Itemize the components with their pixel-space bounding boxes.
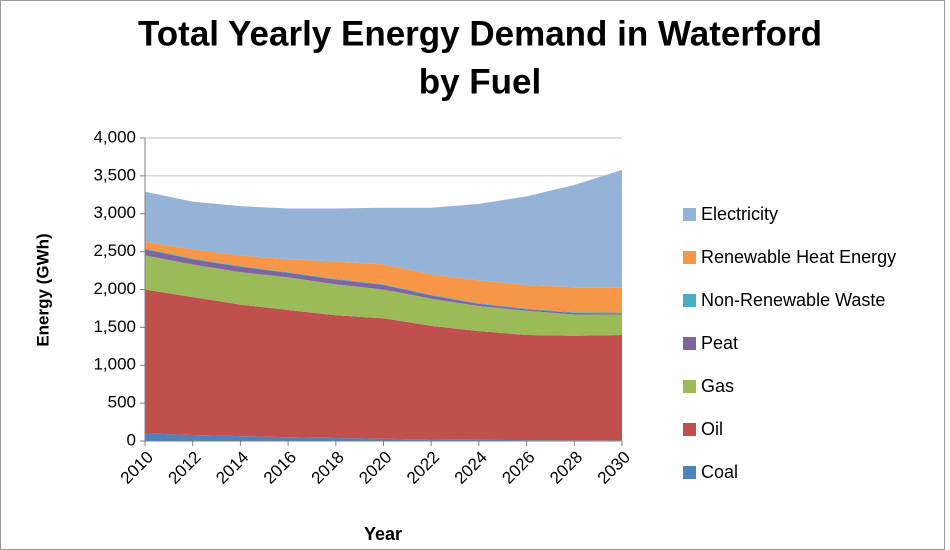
legend-swatch bbox=[683, 208, 696, 221]
area bbox=[145, 255, 622, 336]
area bbox=[145, 169, 622, 288]
y-tick-label: 2,000 bbox=[93, 279, 136, 298]
legend-swatch bbox=[683, 423, 696, 436]
y-tick-label: 1,000 bbox=[93, 355, 136, 374]
y-tick-label: 2,500 bbox=[93, 241, 136, 260]
area bbox=[145, 433, 622, 441]
y-tick-label: 4,000 bbox=[93, 127, 136, 146]
y-tick-label: 1,500 bbox=[93, 317, 136, 336]
legend-label: Renewable Heat Energy bbox=[701, 247, 896, 267]
legend-label: Non-Renewable Waste bbox=[701, 290, 885, 310]
chart-title: Total Yearly Energy Demand in Waterford bbox=[138, 14, 822, 53]
legend-label: Oil bbox=[701, 419, 723, 439]
legend-swatch bbox=[683, 337, 696, 350]
legend-swatch bbox=[683, 251, 696, 264]
chart-title: by Fuel bbox=[419, 62, 542, 101]
y-tick-label: 0 bbox=[127, 430, 136, 449]
legend-label: Coal bbox=[701, 462, 738, 482]
legend-swatch bbox=[683, 294, 696, 307]
legend-label: Electricity bbox=[701, 204, 778, 224]
x-axis-label: Year bbox=[364, 524, 402, 544]
y-tick-label: 3,500 bbox=[93, 165, 136, 184]
legend-swatch bbox=[683, 380, 696, 393]
legend-swatch bbox=[683, 466, 696, 479]
y-tick-label: 500 bbox=[108, 393, 136, 412]
y-tick-label: 3,000 bbox=[93, 203, 136, 222]
area bbox=[145, 241, 622, 313]
area bbox=[145, 289, 622, 441]
y-axis-label: Energy (GWh) bbox=[33, 233, 52, 346]
legend-label: Peat bbox=[701, 333, 738, 353]
legend-label: Gas bbox=[701, 376, 734, 396]
